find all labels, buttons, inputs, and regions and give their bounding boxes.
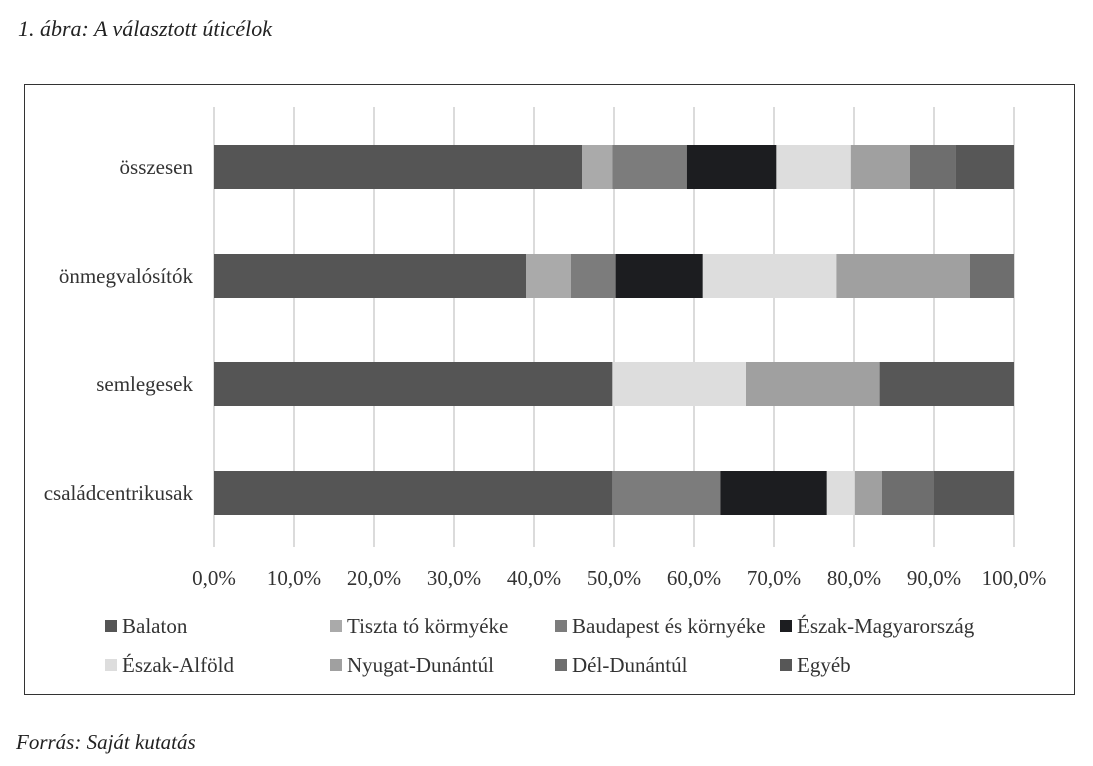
bar-segment: [836, 254, 970, 298]
bar-segment: [854, 471, 882, 515]
bar-segment: [214, 145, 582, 189]
x-tick-label: 40,0%: [507, 566, 561, 590]
x-tick-label: 100,0%: [982, 566, 1047, 590]
bar-segment: [214, 362, 613, 406]
x-tick-label: 90,0%: [907, 566, 961, 590]
bar-segment: [746, 362, 880, 406]
legend-swatch: [780, 620, 792, 632]
legend-swatch: [555, 620, 567, 632]
legend-swatch: [330, 620, 342, 632]
bar-segment: [702, 254, 837, 298]
bar-segment: [582, 145, 613, 189]
bar-segment: [615, 254, 703, 298]
x-tick-label: 10,0%: [267, 566, 321, 590]
legend-label: Baudapest és környéke: [572, 614, 766, 638]
legend-swatch: [780, 659, 792, 671]
category-label: családcentrikusak: [44, 481, 194, 505]
x-tick-label: 30,0%: [427, 566, 481, 590]
legend-swatch: [330, 659, 342, 671]
legend-swatch: [105, 659, 117, 671]
legend-label: Észak-Magyarország: [797, 614, 975, 638]
bar-segment: [526, 254, 571, 298]
bar-segment: [970, 254, 1014, 298]
x-tick-label: 0,0%: [192, 566, 236, 590]
bar-segment: [826, 471, 855, 515]
bar-segment: [570, 254, 616, 298]
x-tick-label: 70,0%: [747, 566, 801, 590]
chart-frame: összesen önmegvalósítók semlegesek családce…: [24, 84, 1075, 695]
x-tick-label: 50,0%: [587, 566, 641, 590]
legend-label: Nyugat-Dunántúl: [347, 653, 494, 677]
x-tick-label: 20,0%: [347, 566, 401, 590]
bar-segment: [882, 471, 934, 515]
category-label: önmegvalósítók: [59, 264, 194, 288]
legend-swatch: [555, 659, 567, 671]
x-tick-label: 80,0%: [827, 566, 881, 590]
bar-segment: [612, 362, 746, 406]
bar-segment: [879, 362, 1014, 406]
legend-swatch: [105, 620, 117, 632]
legend-label: Észak-Alföld: [122, 653, 234, 677]
bar-segment: [686, 145, 777, 189]
bar-segment: [910, 145, 956, 189]
bar-segment: [214, 254, 526, 298]
bar-segment: [955, 145, 1014, 189]
bar-segment: [612, 145, 687, 189]
figure-title: 1. ábra: A választott úticélok: [18, 16, 272, 41]
category-label: összesen: [120, 155, 194, 179]
legend-label: Egyéb: [797, 653, 851, 677]
legend-label: Tiszta tó körmyéke: [347, 614, 508, 638]
bar-segment: [612, 471, 721, 515]
category-label: semlegesek: [96, 372, 193, 396]
bar-segment: [214, 471, 613, 515]
source-note: Forrás: Saját kutatás: [16, 730, 196, 754]
stacked-bar-chart: összesen önmegvalósítók semlegesek családce…: [44, 107, 1047, 677]
bar-segment: [934, 471, 1014, 515]
bar-segment: [850, 145, 910, 189]
x-tick-label: 60,0%: [667, 566, 721, 590]
legend-label: Balaton: [122, 614, 188, 638]
legend-label: Dél-Dunántúl: [572, 653, 688, 677]
bar-segment: [720, 471, 827, 515]
bar-segment: [776, 145, 851, 189]
